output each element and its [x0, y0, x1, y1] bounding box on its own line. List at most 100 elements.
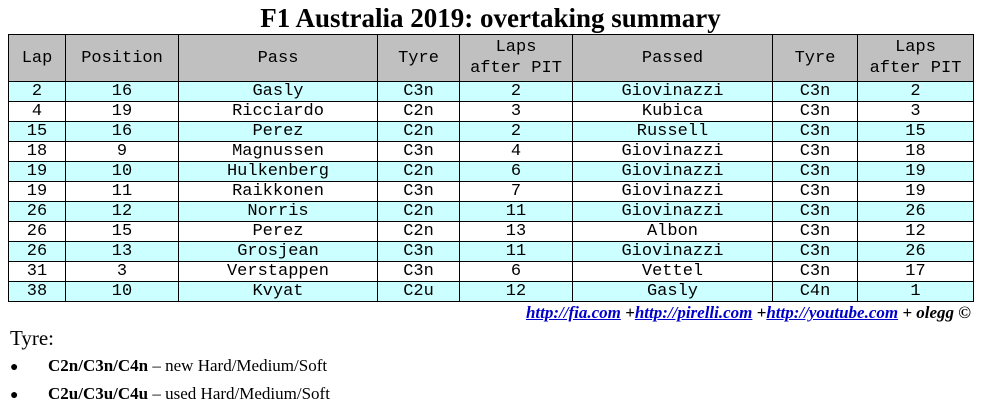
- cell-laps: 6: [459, 261, 573, 282]
- cell-lap: 38: [8, 281, 66, 302]
- cell-laps2: 1: [857, 281, 974, 302]
- cell-laps2: 2: [857, 81, 974, 102]
- cell-laps2: 12: [857, 221, 974, 242]
- legend-code: C2u/C3u/C4u: [48, 384, 149, 403]
- cell-laps: 12: [459, 281, 573, 302]
- cell-position: 10: [65, 161, 179, 182]
- cell-tyre2: C3n: [772, 201, 858, 222]
- table-row: 2 16 Gasly C3n 2 Giovinazzi C3n 2: [8, 81, 974, 102]
- cell-laps: 11: [459, 241, 573, 262]
- cell-tyre2: C3n: [772, 141, 858, 162]
- credits: http://fia.com +http://pirelli.com +http…: [526, 303, 971, 323]
- header-laps2-line1: Laps: [895, 38, 936, 57]
- header-tyre: Tyre: [377, 34, 460, 82]
- cell-passed: Giovinazzi: [572, 241, 773, 262]
- cell-laps: 6: [459, 161, 573, 182]
- cell-position: 12: [65, 201, 179, 222]
- cell-pass: Gasly: [178, 81, 378, 102]
- cell-lap: 26: [8, 221, 66, 242]
- cell-tyre2: C3n: [772, 161, 858, 182]
- legend-item-new: ● C2n/C3n/C4n – new Hard/Medium/Soft: [10, 356, 327, 376]
- cell-laps2: 19: [857, 181, 974, 202]
- fia-link[interactable]: http://fia.com: [525, 303, 621, 322]
- table-row: 26 15 Perez C2n 13 Albon C3n 12: [8, 221, 974, 242]
- cell-pass: Ricciardo: [178, 101, 378, 122]
- cell-tyre2: C3n: [772, 261, 858, 282]
- cell-pass: Norris: [178, 201, 378, 222]
- cell-laps2: 19: [857, 161, 974, 182]
- cell-tyre: C3n: [377, 241, 460, 262]
- cell-lap: 15: [8, 121, 66, 142]
- cell-lap: 26: [8, 241, 66, 262]
- cell-laps: 13: [459, 221, 573, 242]
- cell-tyre: C3n: [377, 141, 460, 162]
- table-row: 26 13 Grosjean C3n 11 Giovinazzi C3n 26: [8, 241, 974, 262]
- cell-tyre2: C3n: [772, 221, 858, 242]
- header-tyre-passed: Tyre: [772, 34, 858, 82]
- cell-lap: 26: [8, 201, 66, 222]
- cell-tyre: C3n: [377, 261, 460, 282]
- cell-tyre: C2u: [377, 281, 460, 302]
- credits-author: + olegg ©: [902, 303, 971, 322]
- cell-laps2: 26: [857, 241, 974, 262]
- header-pass: Pass: [178, 34, 378, 82]
- cell-tyre: C2n: [377, 201, 460, 222]
- legend-desc: – used Hard/Medium/Soft: [152, 384, 330, 403]
- cell-pass: Hulkenberg: [178, 161, 378, 182]
- credits-separator: +: [756, 303, 767, 322]
- cell-tyre: C2n: [377, 161, 460, 182]
- header-lap: Lap: [8, 34, 66, 82]
- cell-passed: Giovinazzi: [572, 141, 773, 162]
- legend-item-used: ● C2u/C3u/C4u – used Hard/Medium/Soft: [10, 384, 330, 404]
- cell-tyre2: C4n: [772, 281, 858, 302]
- cell-pass: Perez: [178, 121, 378, 142]
- header-laps-line1: Laps: [495, 38, 537, 57]
- cell-lap: 4: [8, 101, 66, 122]
- cell-laps2: 17: [857, 261, 974, 282]
- cell-position: 3: [65, 261, 179, 282]
- pirelli-link[interactable]: http://pirelli.com: [634, 303, 753, 322]
- cell-position: 16: [65, 121, 179, 142]
- header-laps-line2: after PIT: [470, 59, 562, 78]
- cell-laps: 4: [459, 141, 573, 162]
- cell-laps2: 18: [857, 141, 974, 162]
- cell-position: 10: [65, 281, 179, 302]
- legend-heading: Tyre:: [10, 326, 55, 350]
- cell-tyre2: C3n: [772, 181, 858, 202]
- cell-tyre: C3n: [377, 181, 460, 202]
- cell-position: 11: [65, 181, 179, 202]
- cell-position: 19: [65, 101, 179, 122]
- overtaking-table: Lap Position Pass Tyre Laps after PIT Pas…: [8, 34, 974, 302]
- cell-laps: 11: [459, 201, 573, 222]
- page-title: F1 Australia 2019: overtaking summary: [260, 3, 721, 33]
- cell-pass: Kvyat: [178, 281, 378, 302]
- header-passed: Passed: [572, 34, 773, 82]
- cell-tyre: C3n: [377, 81, 460, 102]
- cell-passed: Giovinazzi: [572, 81, 773, 102]
- cell-passed: Giovinazzi: [572, 181, 773, 202]
- table-row: 19 10 Hulkenberg C2n 6 Giovinazzi C3n 19: [8, 161, 974, 182]
- cell-pass: Grosjean: [178, 241, 378, 262]
- cell-lap: 19: [8, 181, 66, 202]
- cell-tyre2: C3n: [772, 121, 858, 142]
- cell-position: 16: [65, 81, 179, 102]
- credits-separator: +: [625, 303, 635, 322]
- table-row: 19 11 Raikkonen C3n 7 Giovinazzi C3n 19: [8, 181, 974, 202]
- cell-pass: Perez: [178, 221, 378, 242]
- cell-position: 13: [65, 241, 179, 262]
- cell-passed: Kubica: [572, 101, 773, 122]
- table-row: 38 10 Kvyat C2u 12 Gasly C4n 1: [8, 281, 974, 302]
- table-row: 15 16 Perez C2n 2 Russell C3n 15: [8, 121, 974, 142]
- table-row: 18 9 Magnussen C3n 4 Giovinazzi C3n 18: [8, 141, 974, 162]
- cell-pass: Raikkonen: [178, 181, 378, 202]
- cell-passed: Giovinazzi: [572, 201, 773, 222]
- table-row: 4 19 Ricciardo C2n 3 Kubica C3n 3: [8, 101, 974, 122]
- header-laps-after-pit: Laps after PIT: [459, 34, 573, 82]
- cell-passed: Vettel: [572, 261, 773, 282]
- cell-passed: Giovinazzi: [572, 161, 773, 182]
- youtube-link[interactable]: http://youtube.com: [766, 303, 899, 322]
- table-row: 26 12 Norris C2n 11 Giovinazzi C3n 26: [8, 201, 974, 222]
- header-laps-after-pit-passed: Laps after PIT: [857, 34, 974, 82]
- cell-tyre: C2n: [377, 121, 460, 142]
- cell-lap: 18: [8, 141, 66, 162]
